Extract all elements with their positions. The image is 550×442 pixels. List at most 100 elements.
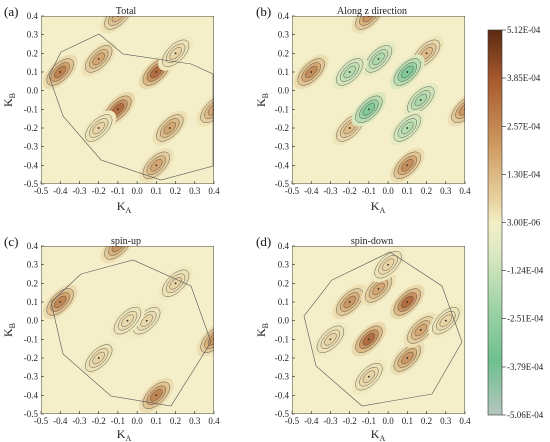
colorbar-gradient [487, 29, 503, 416]
y-tick-label: -0.5 [275, 409, 290, 419]
peak-3 [332, 284, 368, 320]
svg-text:KB: KB [254, 323, 270, 337]
panel-a-boundary [48, 33, 214, 181]
panel-d-ylabel: KB [254, 323, 270, 337]
x-tick-label: 0.0 [382, 416, 394, 426]
y-tick-label: 0.1 [278, 297, 289, 307]
peak-4-center [368, 16, 370, 17]
panel-b-xlabel-main: K [371, 199, 380, 213]
y-tick-label: -0.1 [24, 104, 38, 114]
x-tick-label: 0.0 [131, 416, 143, 426]
panel-b-y-ticks: -0.5 -0.4 -0.3 -0.2 -0.1 0.0 0.1 0.2 0.3 0.4 [275, 11, 295, 189]
x-tick-label: 0.3 [189, 416, 201, 426]
x-tick-label: 0.0 [382, 186, 394, 196]
peak-5-center [425, 52, 428, 55]
panel-d: (d) spin-down -0.5 -0.4 -0.3 -0.2 -0.1 0.0 0.1… [254, 234, 471, 442]
panel-a-x-ticks: -0.5 -0.4 -0.3 -0.2 -0.1 0.0 0.1 0.2 0.3 0.4 [34, 181, 220, 196]
y-tick-label: -0.1 [275, 334, 289, 344]
panel-d-label: (d) [256, 234, 271, 249]
y-tick-label: 0.2 [27, 48, 38, 58]
x-tick-label: -0.3 [323, 416, 338, 426]
colorbar-tick-label: 3.85E-04 [507, 73, 541, 83]
x-tick-label: 0.4 [459, 416, 471, 426]
svg-text:KB: KB [1, 93, 17, 107]
x-tick-label: -0.1 [362, 186, 376, 196]
peak-9-center [97, 127, 100, 129]
y-tick-label: 0.2 [278, 48, 289, 58]
x-tick-label: -0.3 [72, 416, 87, 426]
x-tick-label: 0.3 [189, 186, 201, 196]
y-tick-label: -0.4 [275, 390, 290, 400]
peak-12 [389, 110, 425, 146]
y-tick-label: -0.1 [24, 334, 38, 344]
peak-2 [138, 377, 174, 413]
panel-d-y-ticks: -0.5 -0.4 -0.3 -0.2 -0.1 0.0 0.1 0.2 0.3 0.4 [275, 241, 295, 419]
y-tick-label: -0.3 [275, 372, 290, 382]
panel-c-title: spin-up [111, 236, 141, 247]
colorbar-tick-label: 5.12E-04 [507, 25, 541, 35]
x-tick-label: -0.1 [111, 186, 125, 196]
y-tick-label: -0.4 [24, 390, 39, 400]
colorbar-tick-label: 1.30E-04 [507, 169, 541, 179]
panel-d-ylabel-sub: B [261, 323, 270, 328]
peak-5 [158, 265, 193, 301]
x-tick-label: 0.1 [151, 186, 162, 196]
peak-10 [361, 41, 396, 77]
peak-1-center [59, 301, 62, 303]
y-tick-label: 0.0 [27, 316, 39, 326]
peak-5 [403, 312, 439, 348]
panel-d-xlabel: KA [371, 427, 386, 442]
y-tick-label: -0.5 [275, 179, 290, 189]
peak-2 [389, 284, 425, 320]
panel-a-label: (a) [4, 4, 18, 19]
panel-a-xlabel-main: K [117, 199, 126, 213]
x-tick-label: 0.4 [459, 186, 471, 196]
x-tick-label: 0.3 [440, 186, 452, 196]
panel-c-plot [41, 246, 214, 414]
peak-9-center [444, 319, 447, 322]
x-tick-label: -0.5 [34, 186, 49, 196]
peak-11-center [348, 71, 351, 73]
y-tick-label: 0.3 [27, 260, 39, 270]
peak-1 [293, 54, 329, 90]
y-tick-label: 0.1 [278, 67, 289, 77]
panel-c-x-ticks: -0.5 -0.4 -0.3 -0.2 -0.1 0.0 0.1 0.2 0.3 0.4 [34, 411, 220, 426]
x-tick-label: -0.4 [53, 416, 68, 426]
x-tick-label: -0.5 [34, 416, 49, 426]
peak-7-center [168, 127, 171, 129]
y-tick-label: 0.1 [27, 67, 38, 77]
x-tick-label: -0.2 [92, 186, 106, 196]
peak-8 [110, 303, 145, 339]
panel-b-ylabel-sub: B [261, 93, 270, 98]
peak-6-center [97, 357, 100, 359]
panel-d-title: spin-down [351, 236, 393, 247]
y-tick-label: -0.5 [24, 179, 39, 189]
y-tick-label: -0.3 [275, 142, 290, 152]
y-tick-label: -0.3 [24, 142, 39, 152]
peak-9 [403, 82, 439, 118]
peak-10-center [387, 263, 389, 266]
y-tick-label: -0.2 [24, 123, 38, 133]
panel-c-xlabel: KA [117, 427, 132, 442]
peak-4-level-4 [111, 246, 125, 253]
colorbar-tick-label: 3.00E-06 [507, 218, 541, 228]
y-tick-label: 0.1 [27, 297, 38, 307]
peak-8-center [368, 375, 370, 378]
peak-4-level-4 [362, 16, 376, 23]
colorbar-tick-label: -1.24E-04 [507, 266, 544, 276]
peak-2-center [155, 394, 158, 397]
panel-a: (a) Total -0.5 -0.4 -0.3 -0.2 -0.1 0.0 0.1 0.2 0… [1, 4, 220, 215]
peak-5-center [419, 329, 422, 331]
peak-4-center [117, 246, 119, 247]
peak-6 [81, 340, 117, 376]
y-tick-label: -0.1 [275, 104, 289, 114]
peak-4 [138, 147, 174, 183]
peak-3-level-4 [458, 103, 465, 116]
panel-c-label: (c) [4, 234, 18, 249]
panel-c-ylabel: KB [1, 323, 17, 337]
panel-c-y-ticks: -0.5 -0.4 -0.3 -0.2 -0.1 0.0 0.1 0.2 0.3 0.4 [24, 241, 44, 419]
x-tick-label: 0.4 [208, 416, 220, 426]
panel-a-ylabel: KB [1, 93, 17, 107]
peak-7 [152, 110, 188, 146]
peak-8 [351, 359, 387, 395]
